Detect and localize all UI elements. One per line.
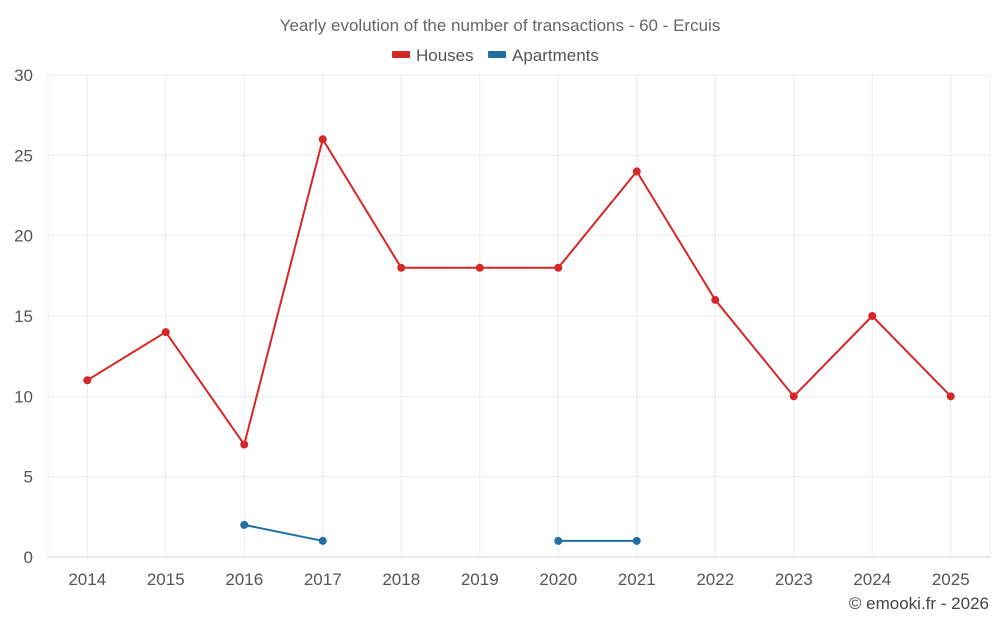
legend-swatch-apartments xyxy=(488,51,506,58)
data-point-houses[interactable] xyxy=(868,312,877,320)
data-point-houses[interactable] xyxy=(554,263,563,272)
legend-label-apartments: Apartments xyxy=(512,46,599,65)
x-tick-label: 2024 xyxy=(853,570,891,589)
data-point-houses[interactable] xyxy=(240,440,249,449)
y-tick-label: 0 xyxy=(24,548,33,567)
data-point-houses[interactable] xyxy=(318,135,327,144)
legend-label-houses: Houses xyxy=(416,46,474,65)
x-tick-label: 2017 xyxy=(304,570,342,589)
data-points xyxy=(83,135,955,545)
y-tick-label: 25 xyxy=(14,146,33,165)
series-line-houses xyxy=(86,138,952,446)
x-tick-label: 2015 xyxy=(147,570,185,589)
x-tick-label: 2021 xyxy=(618,570,656,589)
data-point-apartments[interactable] xyxy=(318,536,327,545)
y-tick-label: 20 xyxy=(14,227,33,246)
credit-text: © emooki.fr - 2026 xyxy=(849,594,989,613)
data-point-houses[interactable] xyxy=(397,263,406,272)
data-point-apartments[interactable] xyxy=(240,520,249,529)
y-tick-label: 10 xyxy=(14,387,33,406)
x-tick-label: 2022 xyxy=(696,570,734,589)
data-point-houses[interactable] xyxy=(161,328,170,337)
y-tick-label: 5 xyxy=(24,468,33,487)
legend-item-houses[interactable]: Houses xyxy=(392,46,474,65)
data-point-houses[interactable] xyxy=(789,392,798,401)
data-point-houses[interactable] xyxy=(711,295,720,304)
y-tick-label: 30 xyxy=(14,66,33,85)
series-line-apartments xyxy=(244,523,323,542)
x-tick-label: 2014 xyxy=(68,570,106,589)
x-tick-label: 2020 xyxy=(539,570,577,589)
x-tick-label: 2025 xyxy=(932,570,970,589)
y-tick-label: 15 xyxy=(14,307,33,326)
x-tick-label: 2023 xyxy=(775,570,813,589)
data-point-houses[interactable] xyxy=(946,392,955,401)
x-tick-label: 2019 xyxy=(461,570,499,589)
chart-title: Yearly evolution of the number of transa… xyxy=(280,16,721,35)
x-tick-label: 2016 xyxy=(225,570,263,589)
data-point-apartments[interactable] xyxy=(632,536,641,545)
gridlines xyxy=(48,74,990,557)
data-point-apartments[interactable] xyxy=(554,536,563,545)
data-point-houses[interactable] xyxy=(632,167,641,176)
series-lines xyxy=(86,138,952,542)
legend[interactable]: Houses Apartments xyxy=(392,46,599,65)
legend-item-apartments[interactable]: Apartments xyxy=(488,46,599,65)
data-point-houses[interactable] xyxy=(83,376,92,385)
x-tick-label: 2018 xyxy=(382,570,420,589)
data-point-houses[interactable] xyxy=(475,263,484,272)
legend-swatch-houses xyxy=(392,51,410,58)
